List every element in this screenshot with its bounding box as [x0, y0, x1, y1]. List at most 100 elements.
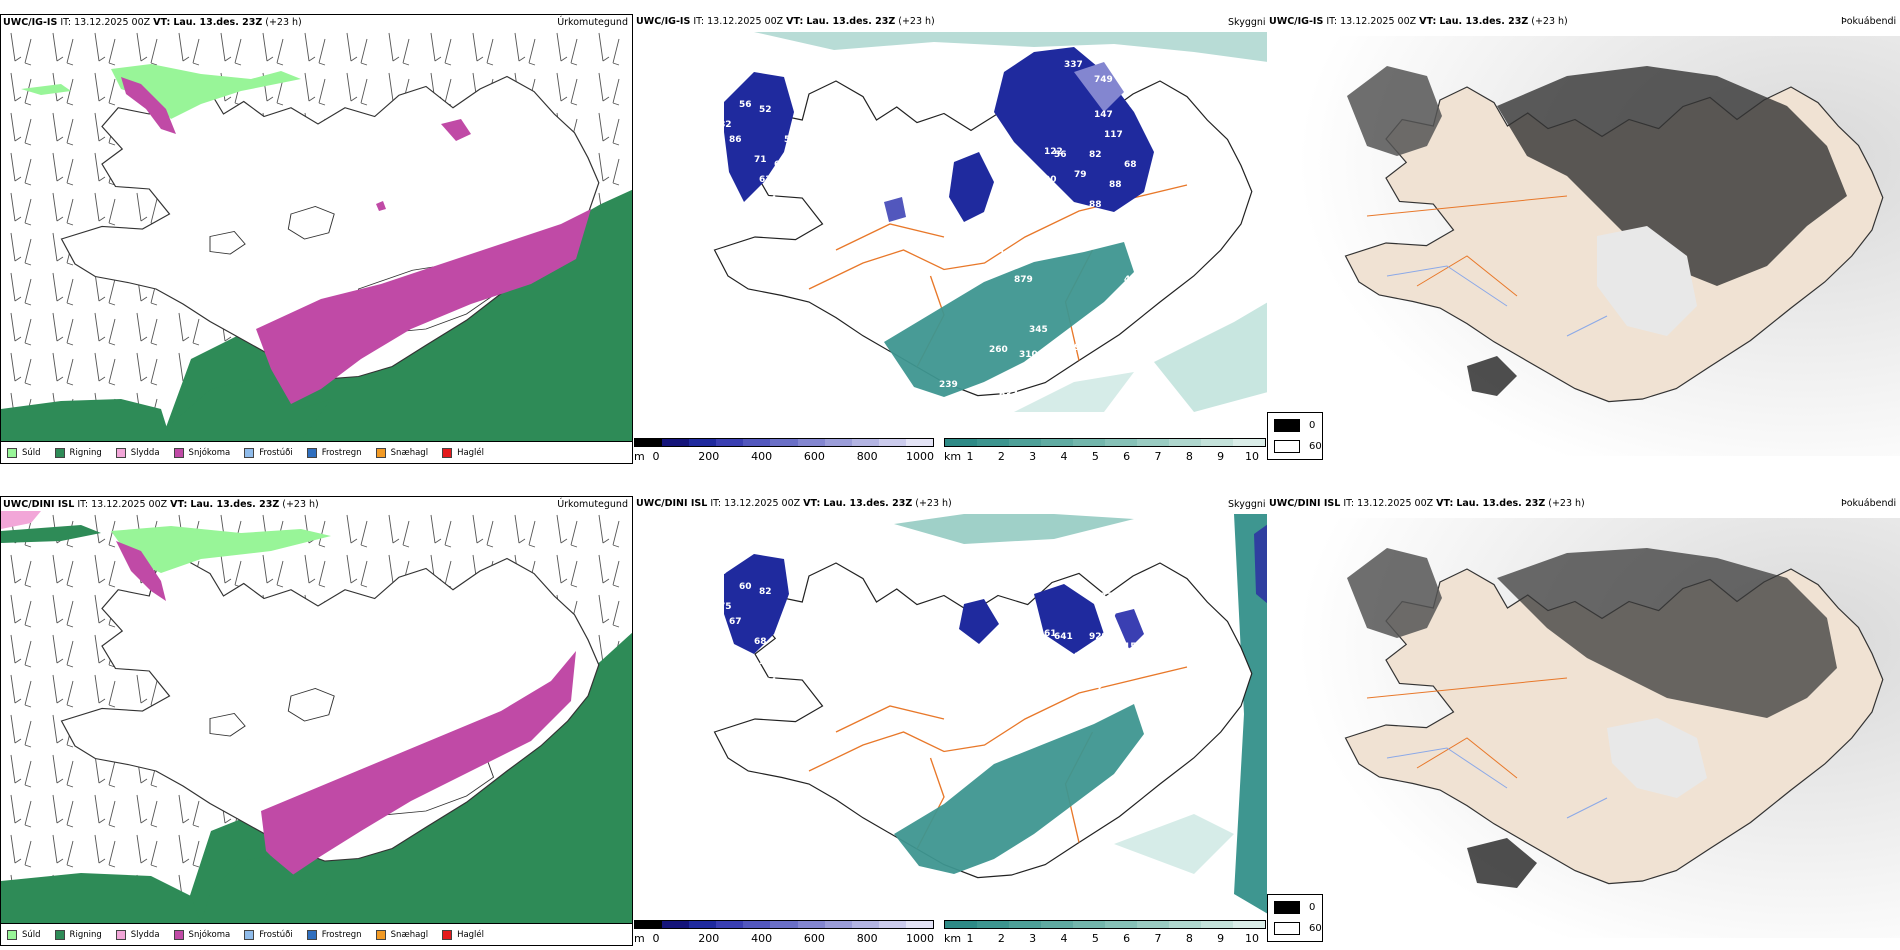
- legend-swatch: [442, 448, 453, 458]
- colorbar-segment: [1009, 921, 1041, 928]
- colorbar-segment: [1073, 921, 1105, 928]
- visibility-value-label: 150: [1124, 642, 1143, 652]
- colorbar-tick-label: 1: [966, 450, 974, 463]
- colorbar-segment: [797, 921, 825, 928]
- colorbar-tick-label: 0: [652, 932, 660, 945]
- legend-swatch: [244, 930, 255, 940]
- visibility-value-label: 154: [994, 230, 1013, 240]
- precip-panel-top: UWC/IG-IS IT: 13.12.2025 00Z VT: Lau. 13…: [0, 14, 633, 464]
- colorbar-segment: [977, 439, 1009, 446]
- visibility-value-label: 686: [1109, 662, 1128, 672]
- visibility-value-label: 879: [1014, 275, 1033, 285]
- colorbar-segment: [689, 921, 717, 928]
- visibility-value-label: 65: [1049, 230, 1062, 240]
- legend-item-freezing-drizzle: Frostúði: [244, 448, 293, 458]
- colorbar-tick-label: 2: [997, 932, 1005, 945]
- visibility-value-label: 75: [1139, 537, 1152, 547]
- fog-panel-top: UWC/IG-IS IT: 13.12.2025 00Z VT: Lau. 13…: [1267, 14, 1900, 464]
- visibility-value-label: 131: [1009, 380, 1028, 390]
- colorbar-segment: [945, 439, 977, 446]
- visibility-value-label: 88: [1109, 180, 1122, 190]
- colorbar-segment: [1233, 921, 1265, 928]
- colorbar-segment: [1009, 439, 1041, 446]
- colorbar-segment: [977, 921, 1009, 928]
- legend-swatch: [306, 448, 317, 458]
- colorbar-segment: [1169, 439, 1201, 446]
- fog-panel-bottom: UWC/DINI ISL IT: 13.12.2025 00Z VT: Lau.…: [1267, 496, 1900, 946]
- legend-item-freezing-drizzle: Frostúði: [244, 930, 293, 940]
- panel-header: UWC/IG-IS IT: 13.12.2025 00Z VT: Lau. 13…: [1269, 16, 1568, 27]
- fog-legend-swatch: [1274, 440, 1300, 453]
- legend-swatch: [115, 930, 126, 940]
- legend-item-rain: Rigning: [54, 448, 102, 458]
- legend-swatch: [375, 448, 386, 458]
- visibility-value-label: 101: [1129, 582, 1148, 592]
- fog-map: [1267, 518, 1900, 938]
- legend-swatch: [442, 930, 453, 940]
- visibility-value-label: 260: [989, 345, 1008, 355]
- visibility-value-label: 749: [1094, 75, 1113, 85]
- visibility-value-label: 567: [999, 682, 1018, 692]
- colorbar-segment: [878, 921, 906, 928]
- fog-legend: 0 60: [1267, 412, 1323, 460]
- visibility-value-label: 47: [1104, 612, 1117, 622]
- visibility-value-label: 278: [964, 400, 983, 410]
- colorbar-tick-label: 7: [1154, 932, 1162, 945]
- visibility-value-label: 498: [1124, 275, 1143, 285]
- visibility-value-label: 81: [684, 253, 697, 263]
- visibility-value-label: 82: [994, 712, 1007, 722]
- colorbar-segment: [770, 921, 798, 928]
- legend-swatch: [306, 930, 317, 940]
- visibility-value-label: 117: [999, 250, 1018, 260]
- legend-swatch: [244, 448, 255, 458]
- legend-swatch: [375, 930, 386, 940]
- visibility-value-label: 88: [774, 642, 787, 652]
- visibility-colorbar-km: km 1 2 3 4 5 6 7 8 9 10: [944, 438, 1268, 464]
- colorbar-segment: [824, 921, 852, 928]
- colorbar-tick-label: 0: [652, 450, 660, 463]
- visibility-value-label: 106: [789, 707, 808, 717]
- colorbar-tick-label: 800: [856, 932, 878, 945]
- visibility-value-label: 105: [1134, 557, 1153, 567]
- legend-swatch: [7, 448, 17, 458]
- visibility-title: Skyggni: [1228, 499, 1266, 510]
- visibility-value-label: 79: [1074, 170, 1087, 180]
- visibility-value-label: 305: [1089, 315, 1108, 325]
- fog-title: Þokuábendi: [1841, 16, 1897, 27]
- precip-map: [1, 511, 632, 923]
- visibility-value-label: 117: [1104, 130, 1123, 140]
- visibility-value-label: 88: [1089, 200, 1102, 210]
- fog-legend: 0 60: [1267, 894, 1323, 942]
- colorbar-segment: [716, 439, 744, 446]
- colorbar-tick-label: 5: [1091, 450, 1099, 463]
- visibility-value-label: 60: [774, 160, 787, 170]
- visibility-value-label: 82: [759, 587, 772, 597]
- colorbar-segment: [770, 439, 798, 446]
- visibility-value-label: 61: [1044, 629, 1057, 639]
- visibility-colorbar-m: m 0 200 400 600 800 1000: [634, 920, 939, 946]
- colorbar-tick-label: 9: [1217, 450, 1225, 463]
- colorbar-segment: [905, 921, 934, 928]
- colorbar-tick-label: 600: [803, 932, 825, 945]
- visibility-value-label: 110: [1134, 75, 1153, 85]
- colorbar-segment: [905, 439, 934, 446]
- visibility-value-label: 93: [999, 200, 1012, 210]
- visibility-value-label: 110: [1174, 647, 1193, 657]
- legend-item-freezing-rain: Frostregn: [306, 930, 362, 940]
- visibility-value-label: 63: [759, 175, 772, 185]
- visibility-value-label: 951: [1074, 343, 1093, 353]
- legend-item-hail: Haglél: [442, 930, 484, 940]
- colorbar-tick-label: 200: [698, 932, 720, 945]
- visibility-value-label: 68: [1124, 160, 1137, 170]
- visibility-panel-top: UWC/IG-IS IT: 13.12.2025 00Z VT: Lau. 13…: [634, 14, 1268, 464]
- colorbar-tick-label: 400: [751, 450, 773, 463]
- visibility-value-label: 75: [719, 602, 732, 612]
- legend-swatch: [173, 930, 184, 940]
- colorbar-segment: [1041, 439, 1073, 446]
- visibility-value-label: 86: [729, 135, 742, 145]
- precip-title: Úrkomutegund: [557, 17, 628, 28]
- colorbar-segment: [824, 439, 852, 446]
- visibility-value-label: 345: [1029, 325, 1048, 335]
- colorbar-tick-label: 600: [803, 450, 825, 463]
